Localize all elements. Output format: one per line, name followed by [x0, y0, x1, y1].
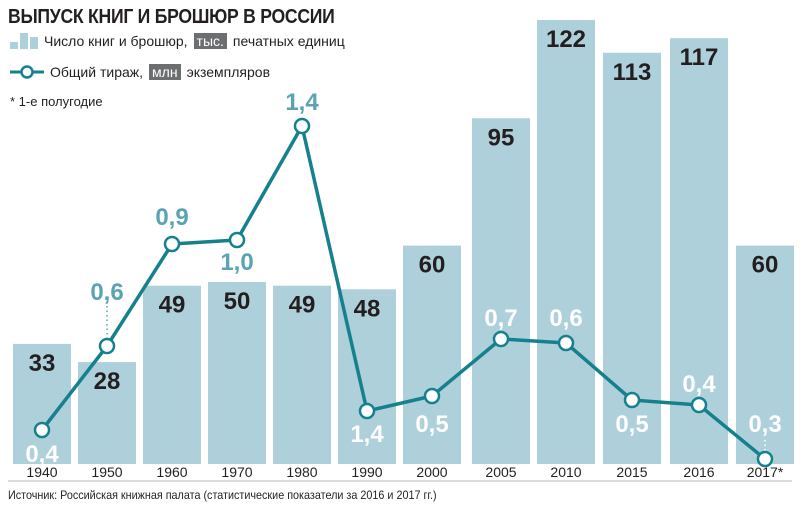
line-value-label: 0,9	[155, 204, 188, 231]
legend-line-post: экземпляров	[186, 64, 271, 80]
x-tick-label: 2000	[416, 464, 447, 480]
legend-bars-unit: тыс.	[193, 33, 227, 49]
bar-value-label: 60	[752, 252, 779, 279]
bar	[78, 362, 136, 464]
legend-bars-post: печатных единиц	[232, 33, 345, 49]
x-tick-label: 2015	[616, 464, 647, 480]
line-value-label: 1,4	[350, 421, 384, 448]
line-value-label: 0,6	[90, 279, 123, 306]
legend-bars-text: Число книг и брошюр,	[44, 33, 188, 49]
line-point	[690, 396, 708, 414]
bar-value-label: 60	[419, 252, 446, 279]
line-point	[557, 334, 575, 352]
x-tick-label: 2005	[485, 464, 516, 480]
bar	[403, 245, 461, 464]
x-tick-label: 1980	[286, 464, 317, 480]
line-point	[98, 337, 116, 355]
line-legend-icon	[10, 65, 44, 79]
bar-value-label: 122	[546, 26, 586, 53]
bar	[736, 245, 794, 464]
bar-value-label: 95	[488, 124, 515, 151]
x-tick-label: 1960	[156, 464, 187, 480]
x-tick-label: 1990	[351, 464, 382, 480]
x-tick-label: 2010	[550, 464, 581, 480]
bar	[273, 285, 331, 464]
line-point	[293, 117, 311, 135]
line-value-label: 1,4	[285, 89, 319, 116]
bar-value-label: 49	[159, 292, 186, 319]
line-value-label: 1,0	[220, 249, 253, 276]
bar-value-label: 50	[224, 288, 251, 315]
bar-legend-icon	[10, 33, 38, 49]
bar-value-label: 28	[94, 368, 121, 395]
legend-line-unit: млн	[149, 64, 181, 80]
line-series	[40, 124, 767, 461]
bar	[143, 285, 201, 464]
x-tick-label: 1950	[91, 464, 122, 480]
bar-value-label: 49	[289, 292, 316, 319]
bar-value-label: 33	[29, 350, 56, 377]
bar-value-label: 48	[354, 295, 381, 322]
footnote: * 1-е полугодие	[10, 94, 103, 109]
line-point	[756, 450, 774, 468]
line-point	[623, 391, 641, 409]
line-value-label: 0,5	[415, 411, 448, 438]
chart-title: ВЫПУСК КНИГ И БРОШЮР В РОССИИ	[8, 6, 335, 28]
line-point	[423, 387, 441, 405]
line-value-label: 0,4	[25, 441, 59, 468]
line-point	[492, 330, 510, 348]
line-point	[33, 421, 51, 439]
line-point	[358, 402, 376, 420]
line-value-label: 0,4	[682, 371, 716, 398]
line-point	[163, 235, 181, 253]
line-value-label: 0,7	[484, 305, 517, 332]
bar	[472, 118, 530, 464]
x-tick-label: 1970	[221, 464, 252, 480]
legend-line: Общий тираж, млн экземпляров	[10, 64, 270, 80]
bar	[537, 20, 595, 464]
x-tick-label: 2016	[683, 464, 714, 480]
source: Источник: Российская книжная палата (ста…	[8, 488, 437, 502]
line-value-label: 0,5	[615, 411, 648, 438]
bar	[208, 282, 266, 464]
bar-value-label: 117	[680, 44, 719, 71]
line-point	[228, 231, 246, 249]
line-value-label: 0,3	[748, 411, 781, 438]
bar-value-label: 113	[613, 59, 652, 86]
x-tick-label: 2017*	[747, 464, 784, 480]
x-tick-label: 1940	[26, 464, 57, 480]
legend-bars: Число книг и брошюр, тыс. печатных едини…	[10, 33, 345, 49]
bar	[670, 38, 728, 465]
line-value-label: 0,6	[549, 305, 582, 332]
legend-line-text: Общий тираж,	[50, 64, 144, 80]
